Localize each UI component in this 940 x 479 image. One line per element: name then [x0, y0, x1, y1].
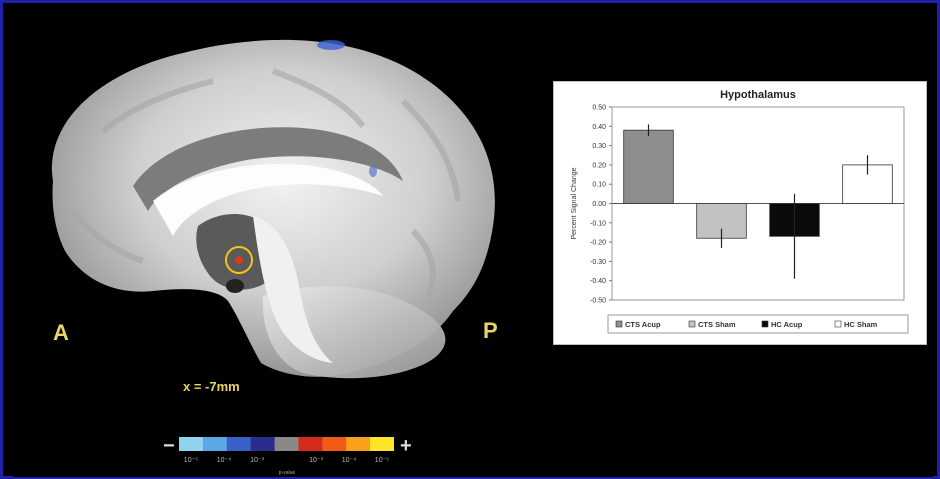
y-tick-label: -0.20	[590, 240, 606, 247]
scale-p-label: p-value	[278, 470, 296, 476]
scale-tick-label: 10⁻³	[309, 457, 323, 464]
y-tick-label: 0.00	[592, 201, 606, 208]
y-tick-label: 0.10	[592, 182, 606, 189]
y-tick-label: -0.10	[590, 220, 606, 227]
brain-sagittal-image	[51, 39, 495, 379]
y-tick-label: -0.40	[590, 278, 606, 285]
legend-label: HC Sham	[844, 320, 878, 329]
bar-1	[623, 129, 674, 204]
figure-stage: A P x = -7mm Hypothalamus 0.50 0.40 0.30 0.2…	[13, 11, 933, 477]
posterior-label: P	[483, 318, 498, 343]
y-tick-label: 0.40	[592, 124, 606, 131]
scale-minus-sign: −	[163, 435, 175, 457]
p-value-color-scale	[179, 437, 394, 451]
activation-spot	[235, 256, 243, 264]
y-tick-label: -0.30	[590, 259, 606, 266]
scale-segment	[202, 437, 228, 451]
y-tick-label: 0.30	[592, 143, 606, 150]
legend-label: CTS Acup	[625, 320, 661, 329]
legend-label: HC Acup	[771, 320, 803, 329]
scale-segment	[226, 437, 252, 451]
anterior-label: A	[53, 320, 69, 345]
legend-swatch	[688, 320, 696, 328]
scale-segment	[322, 437, 347, 451]
y-tick-label: 0.20	[592, 162, 606, 169]
legend-swatch	[761, 320, 769, 328]
scale-segment	[346, 437, 371, 451]
scale-segment	[179, 437, 204, 451]
y-tick-label: -0.50	[590, 298, 606, 305]
y-axis-label: Percent Signal Change	[571, 167, 578, 239]
chart-title: Hypothalamus	[720, 89, 796, 101]
scale-tick-labels: 10⁻⁵ 10⁻⁴ 10⁻³ 10⁻³ 10⁻⁴ 10⁻⁵	[179, 456, 394, 470]
slice-coordinate-label: x = -7mm	[183, 379, 240, 394]
scale-segment	[370, 437, 394, 451]
activation-ring	[225, 246, 253, 274]
scale-tick-label: 10⁻⁵	[183, 457, 199, 464]
scale-tick-label: 10⁻⁴	[341, 457, 357, 464]
legend-label: CTS Sham	[698, 320, 736, 329]
bar-chart-panel: Hypothalamus 0.50 0.40 0.30 0.20 0.10 0.00 -0.1…	[553, 81, 927, 345]
legend-swatch	[834, 320, 842, 328]
scale-tick-label: 10⁻⁴	[216, 457, 232, 464]
scale-tick-label: 10⁻⁵	[374, 457, 390, 464]
bar-chart: Hypothalamus 0.50 0.40 0.30 0.20 0.10 0.00 -0.1…	[571, 89, 909, 334]
scale-plus-sign: +	[400, 435, 412, 457]
legend-swatch	[615, 320, 623, 328]
scale-segment	[274, 437, 299, 451]
legend-box	[607, 314, 909, 334]
y-tick-label: 0.50	[592, 105, 606, 112]
scale-tick-label: 10⁻³	[250, 457, 264, 464]
scale-segment	[298, 437, 323, 451]
scale-segment	[250, 437, 276, 451]
